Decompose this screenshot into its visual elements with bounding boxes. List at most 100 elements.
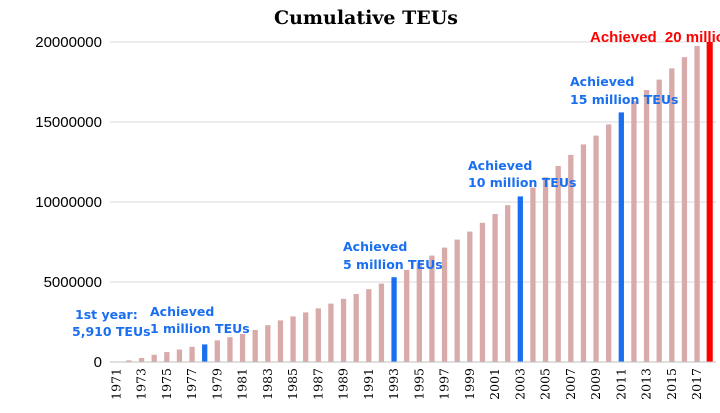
x-axis-tick-labels: 1971 1973 1975 1977 1979 1981 1983 1985 1987 1989…: [108, 368, 704, 400]
bar-1984: [277, 320, 284, 362]
x-tick-label: 2005: [538, 368, 553, 400]
x-tick-label: 2015: [664, 368, 679, 400]
x-tick-label: 2011: [613, 368, 628, 400]
bar-1980: [227, 337, 233, 362]
bar-1987: [315, 308, 321, 362]
x-tick-label: 2001: [487, 368, 502, 400]
x-tick-label: 2007: [563, 368, 578, 400]
annotation-1-million: Achieved 1 million TEUs: [150, 304, 250, 336]
bar-2000: [479, 222, 486, 362]
x-tick-label: 2003: [512, 368, 527, 400]
annotation-5-million: Achieved 5 million TEUs: [343, 239, 443, 272]
y-tick-label: 10000000: [35, 194, 102, 211]
x-tick-label: 1993: [386, 368, 401, 400]
bar-2009: [593, 135, 599, 362]
bar-2006: [555, 166, 561, 362]
y-axis-tick-labels: 0 5000000 10000000 15000000 20000000: [35, 34, 102, 371]
y-tick-label: 0: [94, 354, 102, 371]
y-tick-label: 15000000: [35, 114, 102, 131]
annotation-15-million-line2: 15 million TEUs: [570, 92, 678, 107]
bar-2015: [669, 68, 675, 363]
bar-1989: [340, 298, 347, 362]
bar-1992: [378, 283, 385, 362]
bar-2005: [542, 177, 549, 362]
chart-title: Cumulative TEUs: [274, 7, 458, 29]
x-tick-label: 1973: [134, 368, 149, 400]
bar-2001: [492, 214, 498, 362]
annotation-first-year-line1: 1st year:: [75, 307, 138, 322]
annotation-20-million-line2: 20 million TEUs: [665, 29, 720, 46]
x-tick-label: 1991: [361, 368, 376, 400]
gridlines: [110, 41, 716, 283]
x-tick-label: 1997: [437, 368, 452, 400]
annotations: Achieved 20 million TEUs Achieved 15 mil…: [72, 29, 720, 339]
bar-2010: [606, 124, 612, 363]
bar-2002: [505, 205, 511, 362]
annotation-20-million-line1: Achieved: [590, 29, 657, 46]
bar-1991: [366, 289, 372, 362]
annotation-1-million-line1: Achieved: [150, 304, 214, 319]
bar-2004: [530, 187, 536, 362]
bar-1993: [391, 277, 397, 362]
x-tick-label: 1987: [310, 368, 325, 400]
bar-1986: [303, 312, 309, 362]
bar-2017: [694, 46, 700, 362]
x-tick-label: 1983: [260, 368, 275, 400]
bar-1996: [429, 255, 435, 362]
bar-2011: [618, 112, 624, 363]
x-tick-label: 1979: [209, 368, 224, 400]
x-tick-label: 1975: [159, 368, 174, 400]
bar-2003: [517, 196, 523, 362]
bar-1981: [239, 334, 246, 362]
x-tick-label: 2013: [639, 368, 654, 400]
bar-1975: [164, 352, 170, 362]
bar-1995: [416, 262, 422, 362]
annotation-5-million-line1: Achieved: [343, 239, 407, 254]
bar-1973: [138, 358, 145, 362]
annotation-10-million: Achieved 10 million TEUs: [468, 158, 576, 190]
annotation-1-million-line2: 1 million TEUs: [150, 321, 250, 336]
annotation-first-year-line2: 5,910 TEUs: [72, 324, 151, 339]
x-tick-label: 1977: [184, 368, 199, 400]
bar-2008: [580, 144, 587, 362]
x-tick-label: 1999: [462, 368, 477, 400]
bar-1976: [176, 349, 183, 362]
bar-2012: [631, 101, 637, 362]
x-tick-label: 1981: [235, 368, 250, 400]
bar-1998: [454, 239, 460, 362]
bar-2007: [568, 154, 574, 362]
x-tick-label: 1985: [285, 368, 300, 400]
y-tick-label: 20000000: [35, 34, 102, 51]
bar-1988: [328, 303, 334, 362]
bars: [113, 42, 713, 363]
annotation-20-million: Achieved 20 million TEUs: [590, 29, 720, 46]
bar-2013: [643, 90, 650, 362]
bar-2016: [681, 57, 688, 362]
bar-1974: [151, 354, 157, 362]
bar-1972: [126, 360, 132, 362]
bar-1997: [441, 247, 448, 362]
bar-1978: [202, 344, 208, 362]
bar-1977: [189, 346, 195, 362]
bar-1979: [214, 340, 220, 362]
bar-1999: [467, 231, 473, 362]
x-tick-label: 1995: [411, 368, 426, 400]
annotation-15-million-line1: Achieved: [570, 74, 634, 89]
x-tick-label: 1971: [108, 368, 123, 400]
x-tick-label: 2009: [588, 368, 603, 400]
annotation-first-year: 1st year: 5,910 TEUs: [72, 307, 151, 339]
bar-1990: [353, 294, 359, 362]
annotation-5-million-line2: 5 million TEUs: [343, 257, 443, 272]
bar-1985: [290, 316, 296, 362]
x-tick-label: 2017: [689, 368, 704, 400]
bar-1982: [252, 330, 258, 362]
bar-2018: [706, 42, 713, 362]
bar-2014: [656, 79, 662, 362]
annotation-10-million-line2: 10 million TEUs: [468, 175, 576, 190]
annotation-15-million: Achieved 15 million TEUs: [570, 74, 678, 107]
bar-1994: [404, 270, 410, 362]
annotation-10-million-line1: Achieved: [468, 158, 532, 173]
bar-1983: [265, 325, 271, 362]
y-tick-label: 5000000: [44, 274, 102, 291]
